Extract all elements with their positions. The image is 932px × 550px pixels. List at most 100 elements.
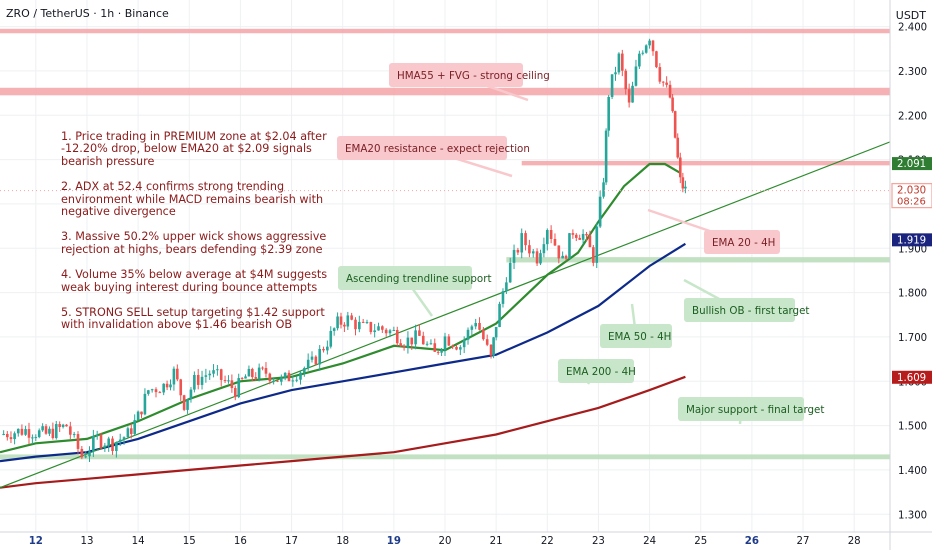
- candle-body-16: [58, 424, 61, 427]
- candle-body-69: [251, 368, 254, 378]
- candle-body-140: [512, 249, 516, 263]
- candle-body-54: [196, 374, 200, 385]
- candle-body-82: [299, 372, 302, 380]
- x-tick-label-14: 26: [745, 536, 759, 547]
- candle-body-81: [295, 379, 298, 381]
- candle-body-90: [329, 330, 333, 347]
- candle-body-44: [162, 383, 165, 393]
- candle-body-128: [470, 326, 474, 330]
- candle-body-26: [95, 435, 99, 437]
- candle-body-62: [227, 380, 230, 382]
- candle-body-105: [384, 329, 388, 334]
- candle-body-114: [418, 330, 421, 336]
- candle-body-43: [158, 392, 162, 394]
- candle-body-53: [193, 374, 196, 390]
- y-tick-label-6: 1.900: [898, 244, 927, 255]
- note-5: 5. STRONG SELL setup targeting $1.42 sup…: [61, 306, 325, 332]
- candle-body-60: [219, 369, 223, 380]
- candle-body-48: [176, 368, 179, 380]
- candle-body-142: [520, 233, 524, 253]
- candle-body-93: [339, 316, 343, 325]
- candle-body-126: [462, 339, 466, 348]
- candle-body-17: [61, 424, 65, 427]
- candle-body-180: [651, 40, 655, 52]
- candle-body-171: [621, 53, 624, 71]
- candle-body-160: [585, 233, 588, 236]
- zone-3: [506, 257, 890, 263]
- candle-body-75: [272, 380, 275, 382]
- annotation-box-6: [558, 359, 634, 383]
- currency-label: USDT: [895, 9, 926, 22]
- candle-body-147: [539, 253, 542, 264]
- candle-body-22: [80, 448, 84, 458]
- annotation-label-5: EMA 50 - 4H: [608, 331, 671, 343]
- annotations: HMA55 + FVG - strong ceiling EMA20 resist…: [337, 63, 824, 425]
- y-tick-label-2: 1.500: [898, 422, 927, 433]
- candle-body-143: [524, 233, 527, 246]
- x-tick-label-5: 17: [285, 536, 298, 547]
- price-label-box-2: [892, 233, 932, 247]
- x-tick-label-10: 22: [541, 536, 554, 547]
- candle-body-144: [528, 245, 531, 254]
- candle-body-183: [661, 81, 665, 83]
- candle-body-137: [501, 291, 505, 304]
- candle-body-85: [310, 356, 314, 360]
- candle-body-79: [287, 372, 291, 382]
- candle-body-109: [399, 343, 402, 347]
- candle-body-138: [505, 282, 508, 292]
- candle-body-50: [182, 395, 186, 410]
- candle-body-134: [492, 337, 495, 356]
- annotation-box-4: [684, 298, 795, 322]
- candle-body-157: [574, 234, 578, 238]
- candle-body-87: [318, 348, 321, 365]
- candle-body-184: [665, 82, 668, 85]
- candle-body-146: [535, 251, 539, 264]
- candle-body-176: [638, 53, 641, 67]
- candle-body-108: [395, 330, 399, 344]
- candle-body-182: [658, 67, 662, 82]
- candle-body-51: [186, 399, 189, 410]
- price-label-box-3: [892, 370, 932, 384]
- candle-body-78: [283, 372, 287, 378]
- candle-body-52: [189, 389, 193, 400]
- candle-body-67: [244, 376, 247, 379]
- candle-body-35: [129, 428, 133, 434]
- candle-body-49: [179, 379, 183, 396]
- candle-body-6: [24, 429, 27, 435]
- candle-body-63: [230, 380, 234, 389]
- candle-body-100: [365, 322, 369, 324]
- candle-body-173: [627, 89, 631, 103]
- candle-body-0: [2, 433, 5, 435]
- candle-body-186: [671, 97, 674, 112]
- candle-body-21: [76, 434, 80, 449]
- candle-body-37: [136, 411, 140, 421]
- price-label-box-1: [891, 183, 932, 209]
- candle-body-139: [508, 262, 512, 283]
- series-line-4: [0, 141, 891, 489]
- candle-body-179: [648, 40, 651, 46]
- candle-body-181: [655, 51, 658, 68]
- candle-body-13: [48, 428, 51, 434]
- candle-body-10: [37, 430, 41, 438]
- annotation-box-3: [338, 266, 472, 290]
- y-tick-label-1: 1.400: [898, 466, 927, 477]
- price-zones: [0, 28, 890, 460]
- y-tick-label-9: 2.200: [898, 111, 927, 122]
- candle-body-8: [31, 437, 34, 439]
- candle-body-36: [133, 420, 136, 434]
- price-label-box-0: [892, 157, 932, 171]
- candle-body-112: [410, 337, 414, 345]
- candle-body-133: [489, 344, 493, 356]
- candle-body-27: [99, 435, 103, 448]
- candle-body-41: [150, 389, 154, 391]
- candle-body-59: [216, 369, 219, 371]
- candle-body-84: [306, 359, 310, 369]
- candle-body-42: [154, 389, 158, 393]
- candle-body-47: [172, 368, 176, 385]
- candle-body-86: [314, 356, 318, 365]
- candle-body-154: [564, 255, 568, 259]
- zone-1: [0, 87, 890, 96]
- candle-body-96: [350, 315, 353, 320]
- x-tick-label-3: 15: [183, 536, 196, 547]
